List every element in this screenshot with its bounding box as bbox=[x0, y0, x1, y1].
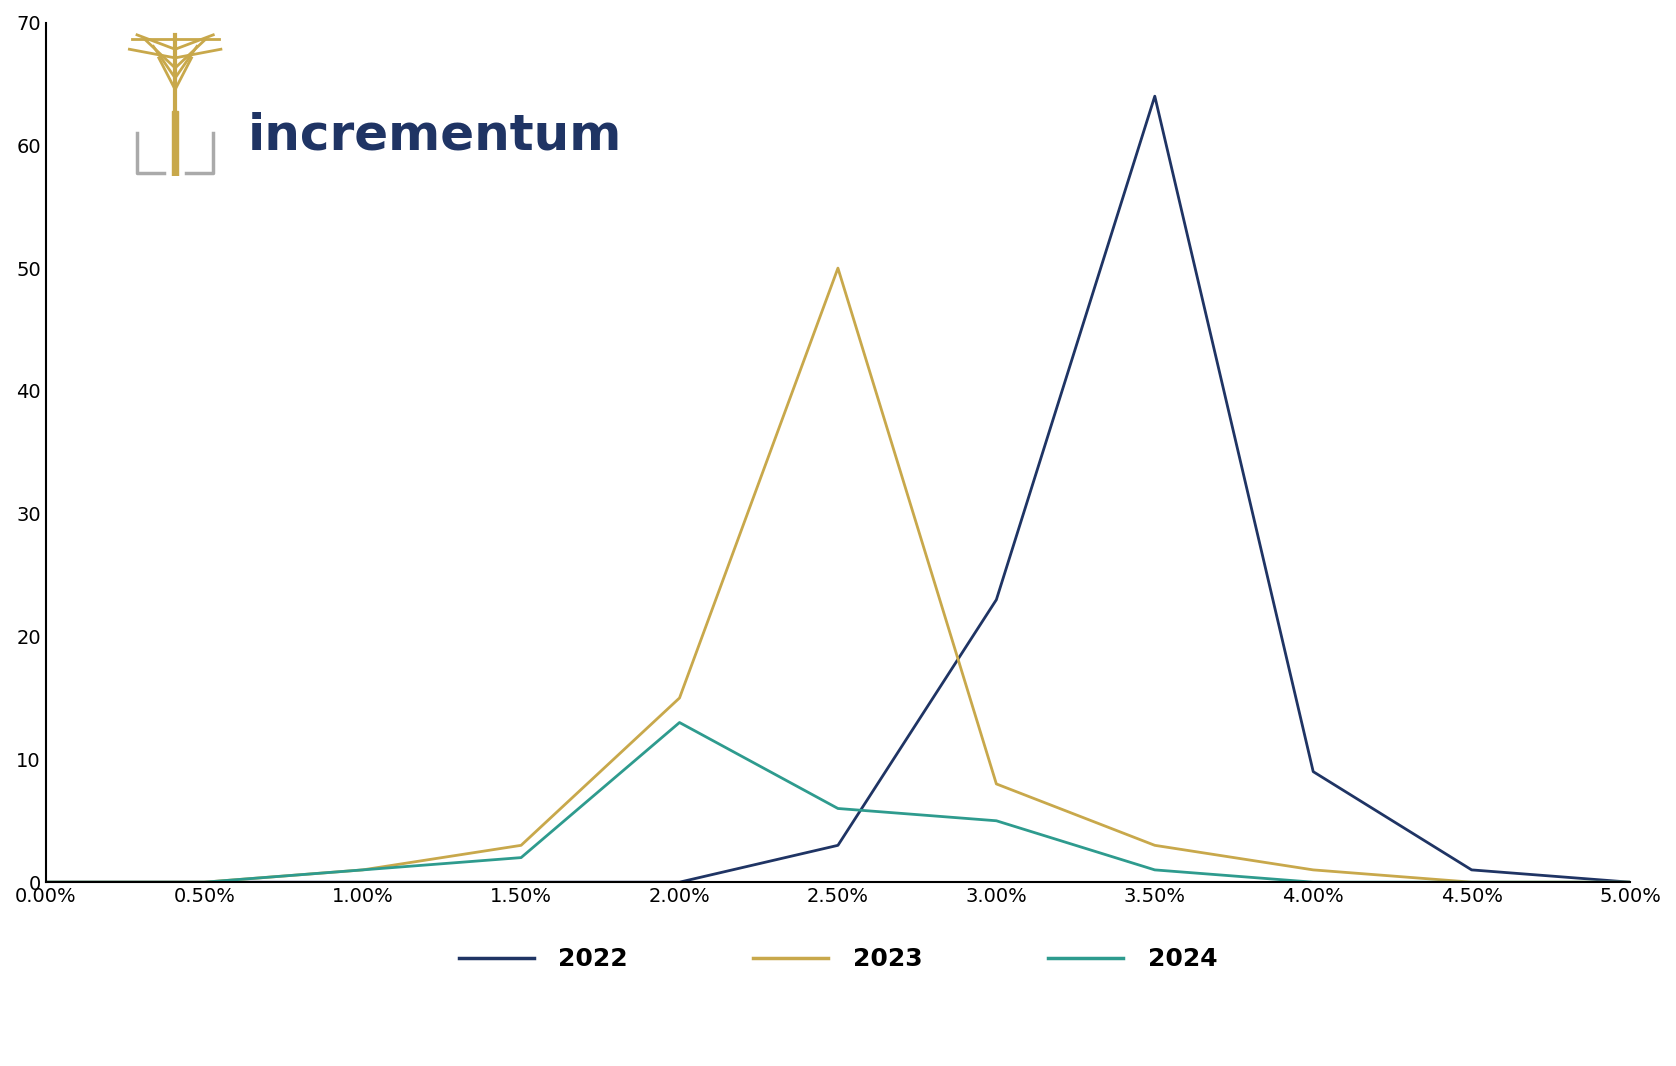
2024 bbox=[828, 802, 848, 814]
2022 bbox=[1461, 863, 1482, 876]
Line: 2022: 2022 bbox=[45, 96, 1631, 883]
2023 bbox=[1145, 839, 1165, 852]
2023 bbox=[35, 876, 55, 889]
2024 bbox=[35, 876, 55, 889]
Line: 2024: 2024 bbox=[45, 723, 1631, 883]
2022 bbox=[1621, 876, 1641, 889]
Legend: 2022, 2023, 2024: 2022, 2023, 2024 bbox=[449, 937, 1227, 982]
Text: incrementum: incrementum bbox=[248, 112, 622, 160]
2023 bbox=[1304, 863, 1324, 876]
2023 bbox=[511, 839, 531, 852]
2023 bbox=[828, 262, 848, 275]
2022 bbox=[828, 839, 848, 852]
2023 bbox=[1461, 876, 1482, 889]
2023 bbox=[194, 876, 215, 889]
2022 bbox=[352, 876, 372, 889]
2024 bbox=[352, 863, 372, 876]
2023 bbox=[1621, 876, 1641, 889]
2023 bbox=[669, 692, 689, 705]
2023 bbox=[985, 777, 1006, 790]
2022 bbox=[511, 876, 531, 889]
2022 bbox=[194, 876, 215, 889]
2023 bbox=[352, 863, 372, 876]
2022 bbox=[985, 594, 1006, 607]
Line: 2023: 2023 bbox=[45, 269, 1631, 883]
2022 bbox=[669, 876, 689, 889]
2024 bbox=[669, 716, 689, 729]
2024 bbox=[1621, 876, 1641, 889]
2024 bbox=[985, 814, 1006, 827]
2022 bbox=[1145, 90, 1165, 102]
2022 bbox=[35, 876, 55, 889]
2024 bbox=[1461, 876, 1482, 889]
2024 bbox=[1304, 876, 1324, 889]
Polygon shape bbox=[173, 111, 178, 176]
2024 bbox=[511, 852, 531, 865]
2022 bbox=[1304, 765, 1324, 778]
2024 bbox=[1145, 863, 1165, 876]
2024 bbox=[194, 876, 215, 889]
